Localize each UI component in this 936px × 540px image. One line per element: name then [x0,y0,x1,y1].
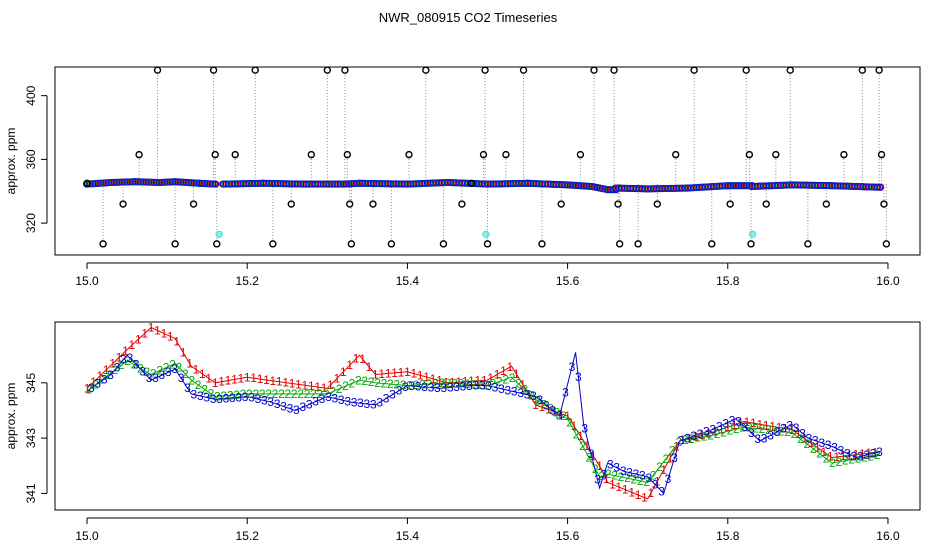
bottom-series-line-1 [87,328,880,499]
bottom-data-marks: 1 1 1 1 1 1 1 1 1 1 1 1 1 1 111 1 1 1 1 1 1 1 1 1 1 1 1 1 1 1 1 1 1 1 1 1 1 1… [84,321,883,505]
top-y-tick-label: 400 [24,85,38,105]
bottom-series-marker-3: 3 [665,472,672,486]
bottom-x-tick-label: 15.4 [396,529,420,540]
top-point-outlier [216,231,222,237]
top-y-axis-label: approx. ppm [4,128,18,195]
top-x-tick-label: 15.2 [236,274,260,288]
top-x-tick-label: 16.0 [876,274,900,288]
top-point-outlier [749,231,755,237]
top-y-tick-label: 360 [24,149,38,169]
bottom-series-marker-3: 3 [588,447,595,461]
top-y-axis: 320 360 400 [24,85,47,233]
figure: NWR_080915 CO2 Timeseries approx. ppm 15… [0,0,936,540]
bottom-series-marker-3: 3 [556,409,563,423]
bottom-y-tick-label: 345 [24,372,38,392]
top-y-tick-label: 320 [24,213,38,233]
bottom-y-axis: 341 343 345 [24,372,47,503]
bottom-series-marker-3: 3 [658,484,665,498]
bottom-x-tick-label: 15.8 [716,529,740,540]
top-x-tick-label: 15.6 [556,274,580,288]
bottom-series-marker-3: 3 [581,422,588,436]
top-panel: approx. ppm 15.0 15.2 15.4 15.6 15.8 16.0 320… [4,67,920,288]
bottom-y-tick-label: 343 [24,428,38,448]
bottom-x-tick-label: 15.0 [75,529,99,540]
top-x-tick-label: 15.8 [716,274,740,288]
bottom-series-marker-3: 3 [876,445,883,459]
bottom-series-marker-3: 3 [671,451,678,465]
bottom-x-tick-label: 15.2 [236,529,260,540]
top-point-outlier [483,231,489,237]
bottom-y-axis-label: approx. ppm [4,383,18,450]
top-data-marks [83,67,889,247]
top-x-axis: 15.0 15.2 15.4 15.6 15.8 16.0 [75,263,900,288]
top-x-tick-label: 15.4 [396,274,420,288]
bottom-series-marker-3: 3 [575,370,582,384]
bottom-x-axis: 15.0 15.2 15.4 15.6 15.8 16.0 [75,518,900,540]
top-x-tick-label: 15.0 [75,274,99,288]
bottom-y-tick-label: 341 [24,483,38,503]
bottom-x-tick-label: 16.0 [876,529,900,540]
bottom-panel: approx. ppm 15.0 15.2 15.4 15.6 15.8 16.0 341… [4,321,920,540]
bottom-series-marker-3: 3 [562,385,569,399]
bottom-x-tick-label: 15.6 [556,529,580,540]
chart-title: NWR_080915 CO2 Timeseries [379,10,558,25]
